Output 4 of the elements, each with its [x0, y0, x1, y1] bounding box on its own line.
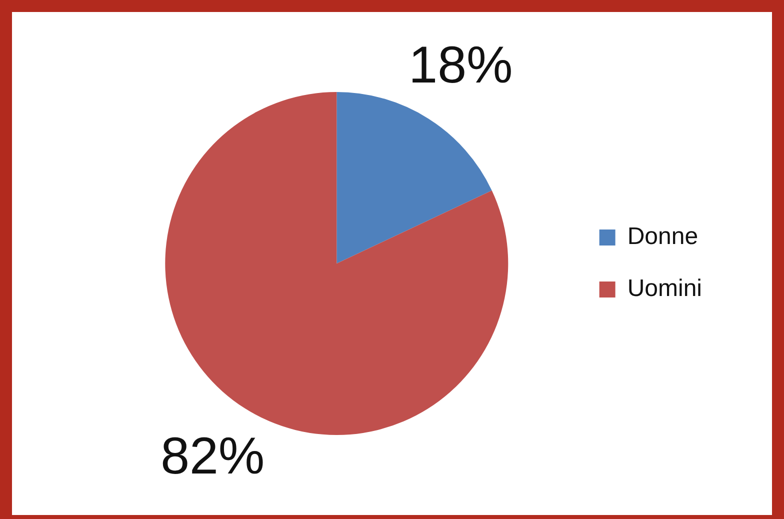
data-label: 82%: [160, 427, 265, 486]
legend-label: Uomini: [627, 275, 702, 302]
legend-label: Donne: [627, 223, 698, 250]
data-label: 18%: [408, 36, 513, 94]
